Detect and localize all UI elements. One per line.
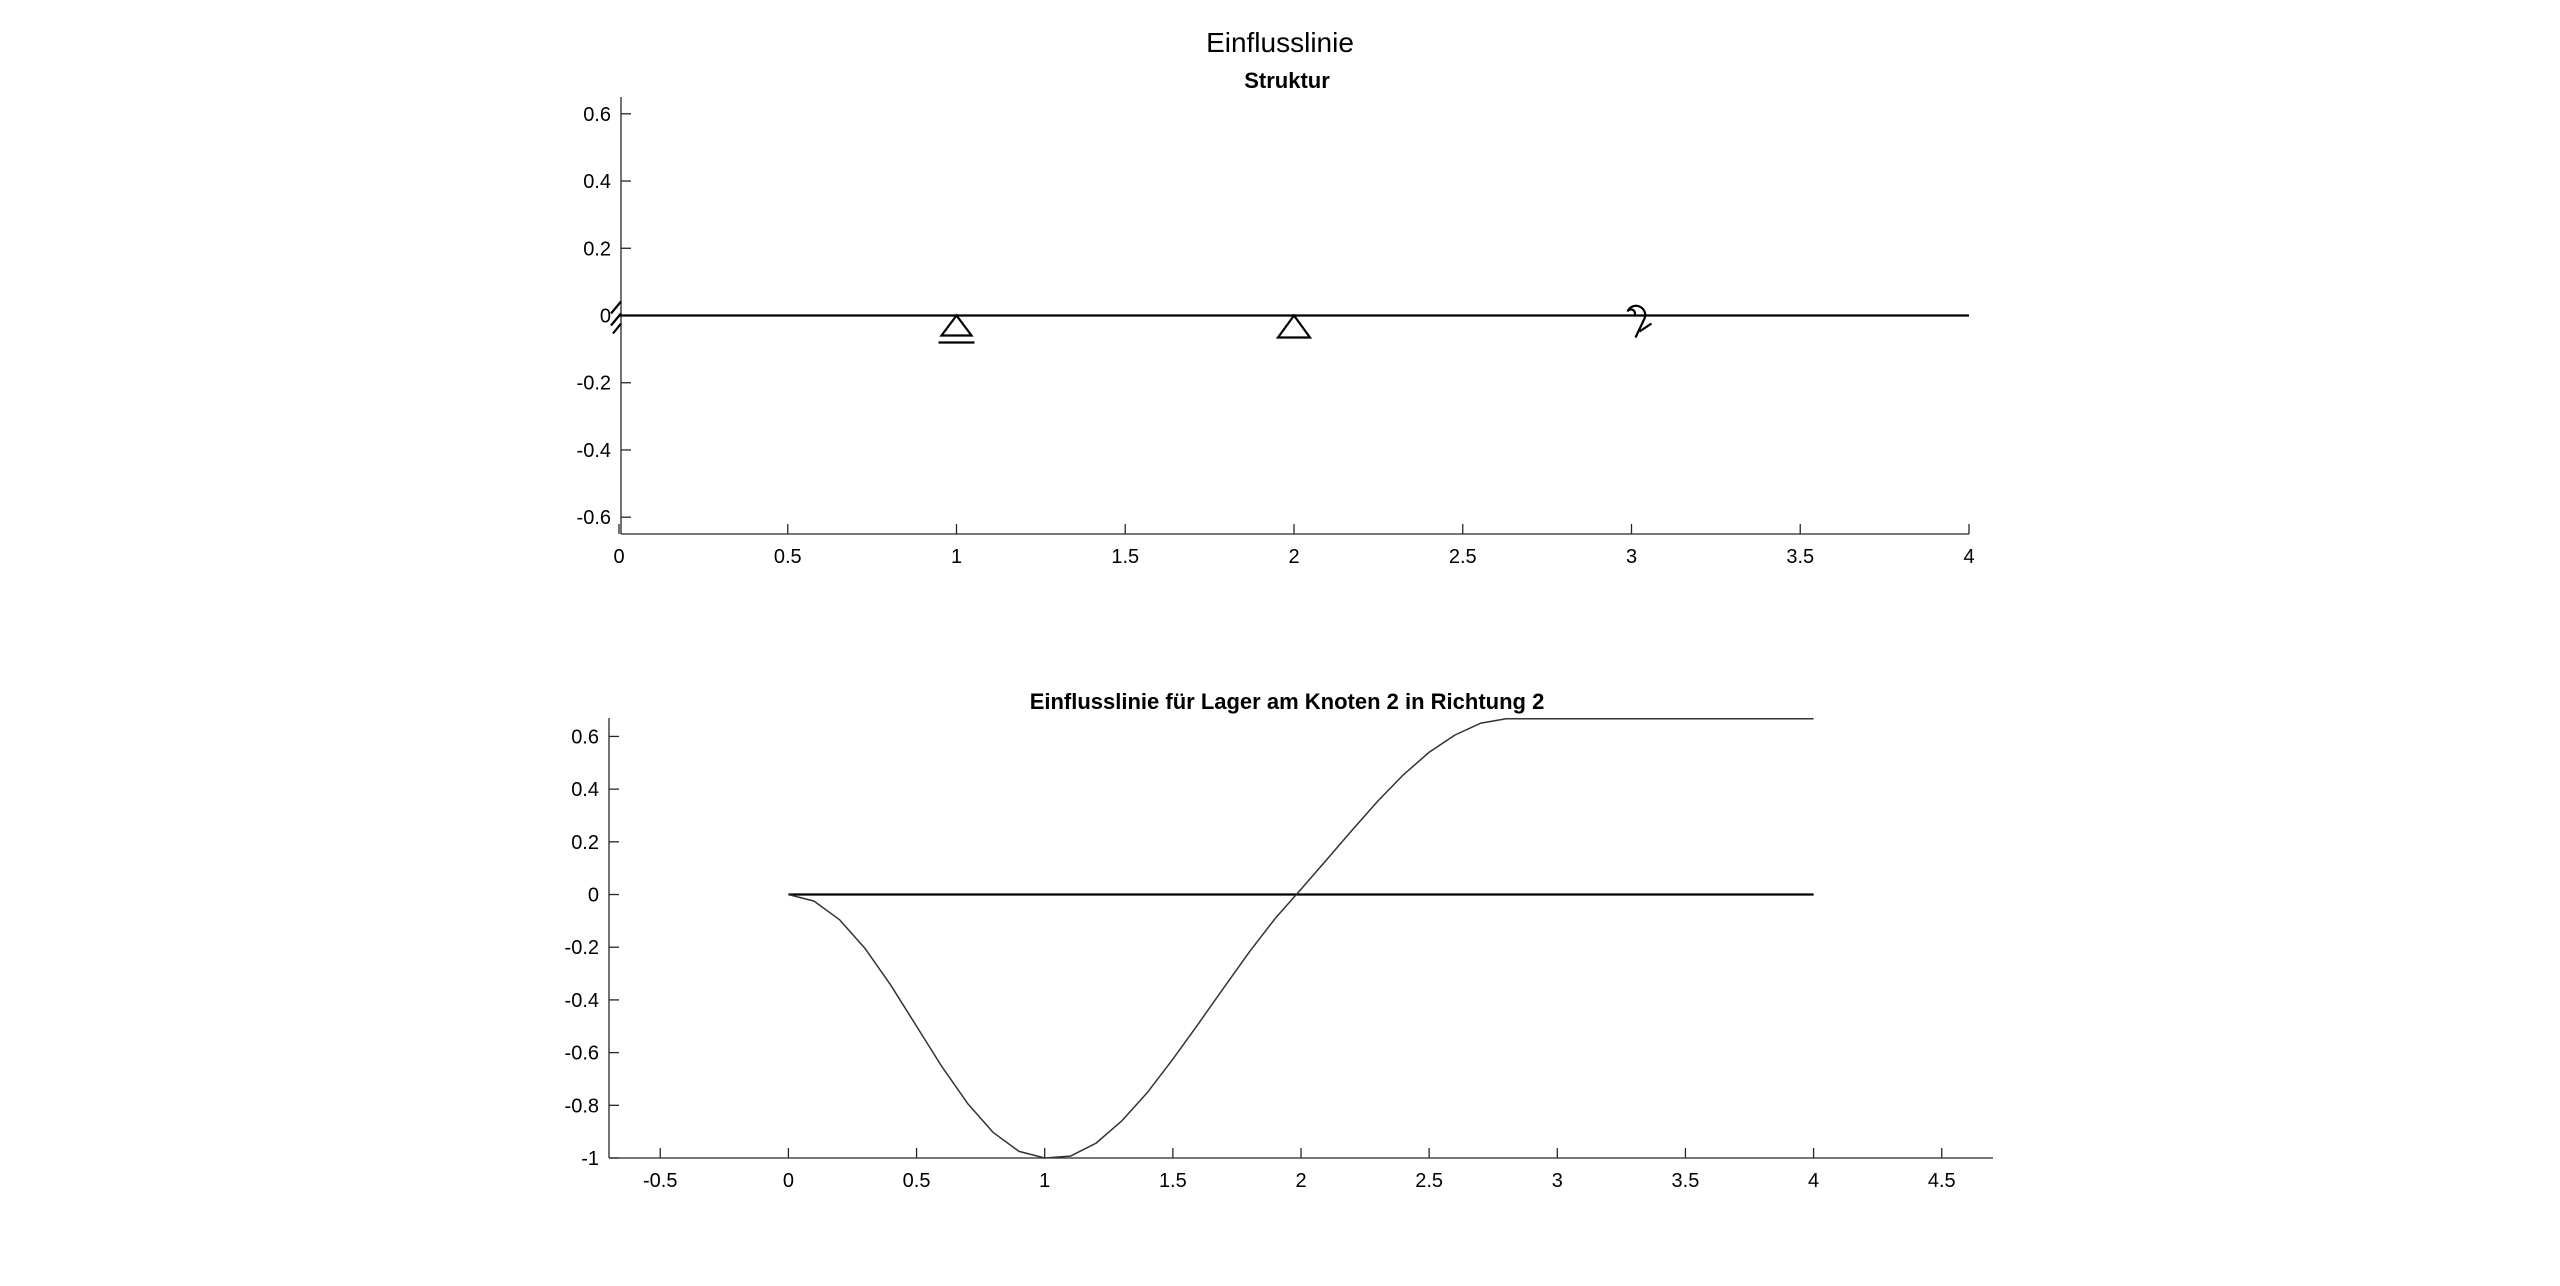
hatch-line (610, 312, 622, 327)
y-tick-label: 0.4 (583, 171, 611, 193)
triangle (1275, 313, 1313, 339)
x-tick-label: 2.5 (1449, 546, 1477, 568)
x-tick-label: 4 (1963, 546, 1974, 568)
y-tick-label: -0.2 (565, 937, 599, 959)
y-tick-label: 0.4 (571, 779, 599, 801)
y-tick-label: 0.6 (571, 726, 599, 748)
x-tick-label: 1.5 (1111, 546, 1139, 568)
series-line (788, 718, 1814, 1159)
hatch-line (612, 322, 622, 335)
figure-title: Einflusslinie (1206, 27, 1354, 58)
influence-line-axes-title: Einflusslinie für Lager am Knoten 2 in R… (1030, 689, 1545, 714)
y-tick-label: 0 (588, 885, 599, 907)
x-tick-label: 3.5 (1672, 1170, 1700, 1192)
y-tick-label: 0 (600, 306, 611, 328)
y-tick-label: 0.2 (571, 832, 599, 854)
fixed-support-icon (610, 300, 622, 335)
x-tick-label: 1 (951, 546, 962, 568)
y-tick-label: -1 (581, 1148, 599, 1170)
x-tick-label: 0 (783, 1170, 794, 1192)
y-tick-label: -0.6 (565, 1043, 599, 1065)
x-tick-label: -0.5 (643, 1170, 677, 1192)
x-tick-label: 2 (1295, 1170, 1306, 1192)
y-tick-label: -0.8 (565, 1095, 599, 1117)
y-tick-label: -0.4 (565, 990, 599, 1012)
x-tick-label: 0 (613, 546, 624, 568)
x-tick-label: 1.5 (1159, 1170, 1187, 1192)
x-tick-label: 0.5 (903, 1170, 931, 1192)
triangle (939, 313, 974, 337)
roller-support-icon (938, 313, 975, 344)
x-tick-label: 3 (1626, 546, 1637, 568)
y-tick-label: -0.4 (577, 440, 611, 462)
influence-line-axes: Einflusslinie für Lager am Knoten 2 in R… (565, 689, 1993, 1192)
hatch-line (610, 300, 622, 315)
x-tick-label: 2.5 (1415, 1170, 1443, 1192)
x-tick-label: 0.5 (774, 546, 802, 568)
structure-axes: Struktur 0 0.5 1 1.5 2 2.5 3 3.5 4 -0.6 -0.4 -0.2 0 0… (577, 68, 1975, 568)
structure-axes-title: Struktur (1244, 68, 1330, 93)
spring-ground (1638, 322, 1653, 333)
pin-support-icon (1275, 313, 1313, 339)
x-tick-label: 1 (1039, 1170, 1050, 1192)
x-tick-label: 3.5 (1786, 546, 1814, 568)
spiral (1626, 304, 1647, 338)
x-tick-label: 4.5 (1928, 1170, 1956, 1192)
y-tick-label: 0.6 (583, 104, 611, 126)
y-tick-label: 0.2 (583, 238, 611, 260)
x-tick-label: 3 (1552, 1170, 1563, 1192)
y-tick-label: -0.2 (577, 373, 611, 395)
y-tick-label: -0.6 (577, 507, 611, 529)
x-tick-label: 4 (1808, 1170, 1819, 1192)
rotational-spring-icon (1626, 304, 1653, 338)
x-tick-label: 2 (1288, 546, 1299, 568)
